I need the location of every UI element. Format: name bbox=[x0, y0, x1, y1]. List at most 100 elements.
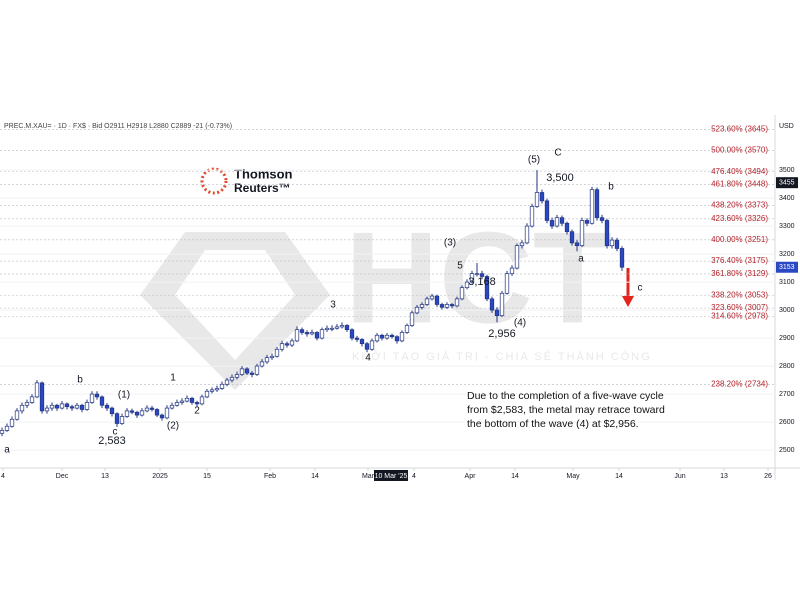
candle-body bbox=[214, 388, 220, 391]
candle-body bbox=[344, 325, 350, 331]
level-label: 323.60% (3007) bbox=[711, 303, 768, 312]
candle-body bbox=[529, 206, 535, 227]
candle-body bbox=[119, 416, 125, 424]
x-tick-label: 14 bbox=[615, 473, 623, 480]
candle-body bbox=[504, 273, 510, 294]
candle-body bbox=[619, 248, 625, 268]
candle-body bbox=[144, 407, 150, 412]
x-tick-label: May bbox=[566, 473, 580, 480]
level-label: 476.40% (3494) bbox=[711, 167, 768, 176]
candle-body bbox=[479, 273, 485, 277]
candle-body bbox=[364, 343, 370, 350]
candle-body bbox=[159, 414, 165, 419]
candle-body bbox=[124, 410, 130, 417]
x-tick-label: Apr bbox=[465, 473, 477, 480]
candle-body bbox=[149, 407, 155, 410]
candle-body bbox=[539, 192, 545, 202]
candle-body bbox=[434, 295, 440, 305]
candle-body bbox=[244, 368, 250, 374]
candle-body bbox=[509, 267, 515, 275]
x-tick-label: Jun bbox=[674, 473, 685, 480]
price-badge bbox=[776, 177, 798, 189]
y-tick-label: 3100 bbox=[779, 279, 795, 286]
y-tick-label: 3400 bbox=[779, 195, 795, 202]
candle-body bbox=[374, 334, 380, 342]
candle-body bbox=[279, 343, 285, 350]
candle-body bbox=[69, 406, 75, 409]
crosshair-label: 10 Mar '25 bbox=[375, 473, 408, 480]
candle-body bbox=[249, 372, 255, 375]
candle-body bbox=[324, 327, 330, 331]
level-label: 314.60% (2978) bbox=[711, 311, 768, 320]
y-tick-label: 3500 bbox=[779, 167, 795, 174]
candle-body bbox=[429, 295, 435, 300]
candle-body bbox=[24, 402, 30, 406]
candle-body bbox=[569, 231, 575, 244]
candle-body bbox=[339, 325, 345, 328]
y-tick-label: 3000 bbox=[779, 307, 795, 314]
candle-body bbox=[79, 404, 85, 410]
x-tick-label: 14 bbox=[311, 473, 319, 480]
logo: Thomson Reuters™ bbox=[200, 166, 293, 195]
candle-body bbox=[14, 410, 20, 420]
y-tick-label: 2700 bbox=[779, 391, 795, 398]
wave-label: 2 bbox=[194, 406, 200, 417]
candle-body bbox=[104, 404, 110, 409]
candle-body bbox=[254, 365, 260, 375]
candle-body bbox=[294, 329, 300, 342]
candle-body bbox=[484, 276, 490, 300]
candle-body bbox=[199, 396, 205, 405]
y-tick-label: 2500 bbox=[779, 447, 795, 454]
level-label: 523.60% (3645) bbox=[711, 125, 768, 134]
candle-body bbox=[614, 239, 620, 249]
candle-body bbox=[464, 281, 470, 289]
currency: USD bbox=[779, 123, 794, 130]
candle-body bbox=[409, 312, 415, 326]
candle-body bbox=[449, 304, 455, 307]
candle-body bbox=[384, 334, 390, 339]
candle-body bbox=[54, 404, 60, 409]
candle-body bbox=[349, 329, 355, 339]
candle-body bbox=[189, 397, 195, 403]
candle-body bbox=[114, 413, 120, 424]
candle-body bbox=[589, 189, 595, 224]
watermark-diamond-inner bbox=[175, 250, 295, 360]
candle-body bbox=[164, 407, 170, 419]
x-tick-label: Mar bbox=[362, 473, 375, 480]
candle-body bbox=[454, 298, 460, 307]
candle-body bbox=[549, 220, 555, 227]
candle-body bbox=[179, 400, 185, 403]
watermark-diamond bbox=[140, 232, 330, 390]
level-label: 338.20% (3053) bbox=[711, 290, 768, 299]
candle-body bbox=[439, 304, 445, 308]
wave-label: (5) bbox=[528, 155, 540, 166]
candle-body bbox=[74, 404, 80, 409]
candle-body bbox=[134, 411, 140, 416]
x-tick-label: 14 bbox=[511, 473, 519, 480]
candle-body bbox=[169, 404, 175, 409]
candle-body bbox=[34, 382, 40, 398]
candle-body bbox=[354, 337, 360, 340]
candle-body bbox=[204, 390, 210, 398]
candle-body bbox=[554, 217, 560, 227]
candle-body bbox=[469, 273, 475, 283]
arrow-head bbox=[622, 296, 634, 307]
candle-body bbox=[224, 379, 230, 385]
candle-body bbox=[519, 242, 525, 247]
wave-label: b bbox=[608, 182, 614, 193]
y-tick-label: 3300 bbox=[779, 223, 795, 230]
wave-label: 4 bbox=[365, 353, 371, 364]
level-label: 361.80% (3129) bbox=[711, 269, 768, 278]
price-badge-label: 3455 bbox=[779, 180, 795, 187]
candle-body bbox=[359, 339, 365, 345]
logo-name: Thomson bbox=[234, 166, 293, 181]
candle-body bbox=[39, 382, 45, 412]
candle-body bbox=[609, 239, 615, 247]
candle-body bbox=[44, 407, 50, 412]
candle-body bbox=[414, 306, 420, 314]
candle-body bbox=[49, 404, 55, 409]
level-label: 438.20% (3373) bbox=[711, 201, 768, 210]
candle-body bbox=[499, 292, 505, 317]
